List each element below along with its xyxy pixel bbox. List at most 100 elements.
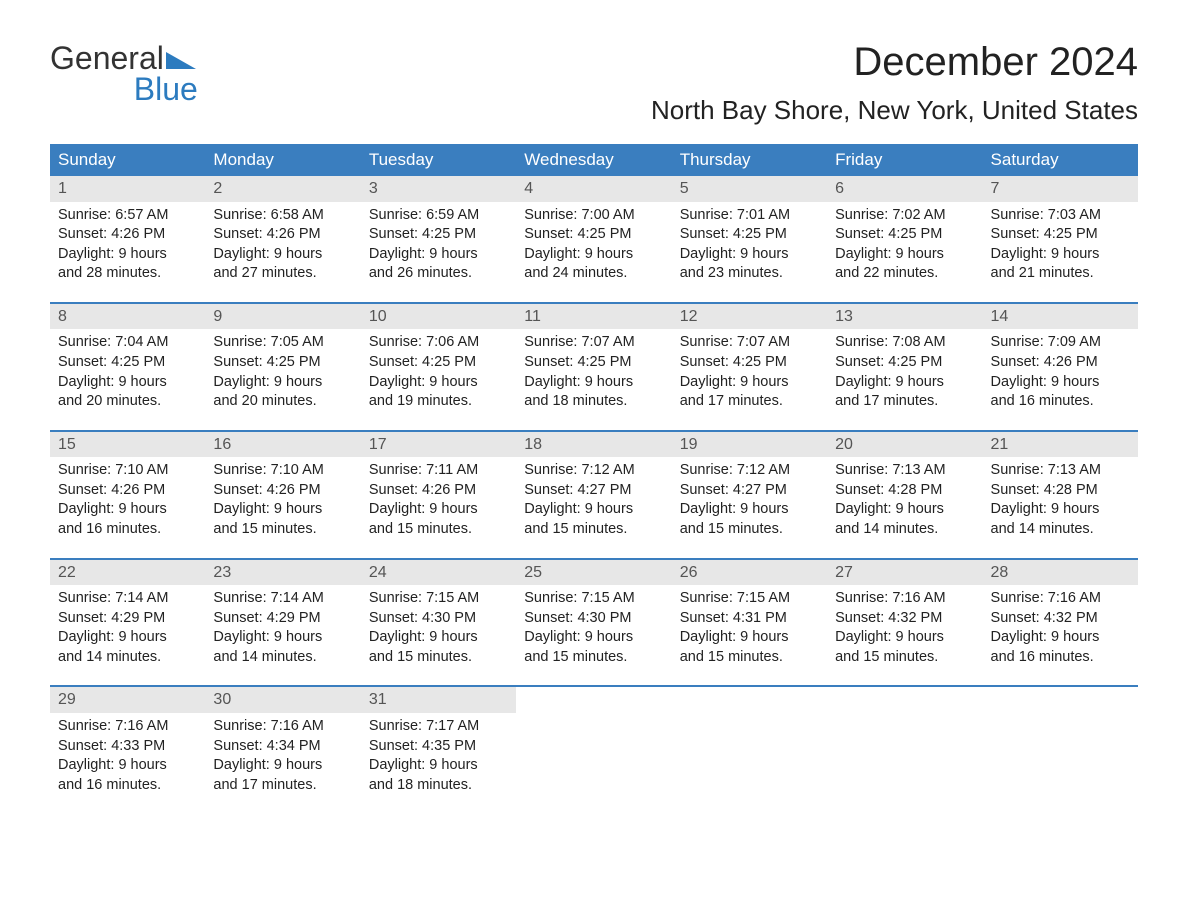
sunset-text: Sunset: 4:25 PM — [835, 353, 974, 373]
day-number: 28 — [983, 560, 1138, 586]
daylight-text-2: and 18 minutes. — [369, 776, 508, 796]
calendar-day — [516, 687, 671, 805]
sunset-text: Sunset: 4:34 PM — [213, 737, 352, 757]
day-details: Sunrise: 7:01 AMSunset: 4:25 PMDaylight:… — [680, 206, 819, 284]
sunset-text: Sunset: 4:30 PM — [524, 609, 663, 629]
daylight-text-2: and 16 minutes. — [58, 776, 197, 796]
sunrise-text: Sunrise: 7:02 AM — [835, 206, 974, 226]
daylight-text-2: and 16 minutes. — [991, 392, 1130, 412]
day-details: Sunrise: 7:14 AMSunset: 4:29 PMDaylight:… — [213, 589, 352, 667]
sunrise-text: Sunrise: 7:11 AM — [369, 461, 508, 481]
daylight-text-2: and 21 minutes. — [991, 264, 1130, 284]
day-number: 21 — [983, 432, 1138, 458]
sunrise-text: Sunrise: 6:58 AM — [213, 206, 352, 226]
daylight-text-1: Daylight: 9 hours — [213, 373, 352, 393]
sunrise-text: Sunrise: 7:09 AM — [991, 333, 1130, 353]
calendar-day: 14Sunrise: 7:09 AMSunset: 4:26 PMDayligh… — [983, 304, 1138, 422]
calendar-day: 3Sunrise: 6:59 AMSunset: 4:25 PMDaylight… — [361, 176, 516, 294]
day-details: Sunrise: 7:16 AMSunset: 4:32 PMDaylight:… — [991, 589, 1130, 667]
daylight-text-2: and 15 minutes. — [524, 520, 663, 540]
day-details: Sunrise: 7:05 AMSunset: 4:25 PMDaylight:… — [213, 333, 352, 411]
day-number: 19 — [672, 432, 827, 458]
sunrise-text: Sunrise: 7:05 AM — [213, 333, 352, 353]
daylight-text-2: and 15 minutes. — [369, 648, 508, 668]
day-details: Sunrise: 7:02 AMSunset: 4:25 PMDaylight:… — [835, 206, 974, 284]
day-number: 8 — [50, 304, 205, 330]
daylight-text-1: Daylight: 9 hours — [524, 500, 663, 520]
sunset-text: Sunset: 4:25 PM — [369, 353, 508, 373]
calendar-week: 29Sunrise: 7:16 AMSunset: 4:33 PMDayligh… — [50, 685, 1138, 805]
calendar-day: 21Sunrise: 7:13 AMSunset: 4:28 PMDayligh… — [983, 432, 1138, 550]
day-details: Sunrise: 7:16 AMSunset: 4:32 PMDaylight:… — [835, 589, 974, 667]
day-number: 6 — [827, 176, 982, 202]
sunset-text: Sunset: 4:30 PM — [369, 609, 508, 629]
sunset-text: Sunset: 4:32 PM — [991, 609, 1130, 629]
daylight-text-2: and 28 minutes. — [58, 264, 197, 284]
sunset-text: Sunset: 4:25 PM — [680, 225, 819, 245]
calendar-day: 18Sunrise: 7:12 AMSunset: 4:27 PMDayligh… — [516, 432, 671, 550]
sunset-text: Sunset: 4:25 PM — [524, 225, 663, 245]
daylight-text-1: Daylight: 9 hours — [369, 245, 508, 265]
daylight-text-1: Daylight: 9 hours — [369, 500, 508, 520]
day-number: 22 — [50, 560, 205, 586]
logo-text-2: Blue — [134, 71, 198, 107]
sunset-text: Sunset: 4:26 PM — [58, 481, 197, 501]
daylight-text-2: and 20 minutes. — [58, 392, 197, 412]
day-details: Sunrise: 7:11 AMSunset: 4:26 PMDaylight:… — [369, 461, 508, 539]
sunset-text: Sunset: 4:25 PM — [369, 225, 508, 245]
day-details: Sunrise: 7:12 AMSunset: 4:27 PMDaylight:… — [680, 461, 819, 539]
weekday-header: Saturday — [983, 144, 1138, 176]
day-details: Sunrise: 7:14 AMSunset: 4:29 PMDaylight:… — [58, 589, 197, 667]
day-number: 11 — [516, 304, 671, 330]
day-number: 1 — [50, 176, 205, 202]
day-number: 30 — [205, 687, 360, 713]
daylight-text-2: and 16 minutes. — [58, 520, 197, 540]
day-number: 7 — [983, 176, 1138, 202]
daylight-text-1: Daylight: 9 hours — [58, 756, 197, 776]
calendar-day: 24Sunrise: 7:15 AMSunset: 4:30 PMDayligh… — [361, 560, 516, 678]
calendar-day: 4Sunrise: 7:00 AMSunset: 4:25 PMDaylight… — [516, 176, 671, 294]
sunrise-text: Sunrise: 7:03 AM — [991, 206, 1130, 226]
calendar-day: 2Sunrise: 6:58 AMSunset: 4:26 PMDaylight… — [205, 176, 360, 294]
day-details: Sunrise: 7:10 AMSunset: 4:26 PMDaylight:… — [213, 461, 352, 539]
sunrise-text: Sunrise: 7:17 AM — [369, 717, 508, 737]
weekday-header: Thursday — [672, 144, 827, 176]
daylight-text-2: and 15 minutes. — [680, 648, 819, 668]
day-details: Sunrise: 7:15 AMSunset: 4:31 PMDaylight:… — [680, 589, 819, 667]
day-number: 24 — [361, 560, 516, 586]
sunrise-text: Sunrise: 7:08 AM — [835, 333, 974, 353]
weekday-header: Friday — [827, 144, 982, 176]
month-title: December 2024 — [651, 40, 1138, 85]
day-number: 15 — [50, 432, 205, 458]
sunset-text: Sunset: 4:26 PM — [991, 353, 1130, 373]
sunset-text: Sunset: 4:25 PM — [991, 225, 1130, 245]
daylight-text-2: and 15 minutes. — [524, 648, 663, 668]
daylight-text-1: Daylight: 9 hours — [58, 500, 197, 520]
sunrise-text: Sunrise: 7:01 AM — [680, 206, 819, 226]
daylight-text-2: and 15 minutes. — [680, 520, 819, 540]
calendar-day: 17Sunrise: 7:11 AMSunset: 4:26 PMDayligh… — [361, 432, 516, 550]
day-number: 26 — [672, 560, 827, 586]
daylight-text-1: Daylight: 9 hours — [369, 373, 508, 393]
sunset-text: Sunset: 4:27 PM — [680, 481, 819, 501]
daylight-text-2: and 17 minutes. — [835, 392, 974, 412]
sunrise-text: Sunrise: 7:07 AM — [524, 333, 663, 353]
day-details: Sunrise: 6:58 AMSunset: 4:26 PMDaylight:… — [213, 206, 352, 284]
sunrise-text: Sunrise: 7:06 AM — [369, 333, 508, 353]
sunrise-text: Sunrise: 6:59 AM — [369, 206, 508, 226]
weekday-header: Tuesday — [361, 144, 516, 176]
day-number: 4 — [516, 176, 671, 202]
sunrise-text: Sunrise: 7:16 AM — [835, 589, 974, 609]
sunrise-text: Sunrise: 7:13 AM — [835, 461, 974, 481]
daylight-text-2: and 14 minutes. — [213, 648, 352, 668]
day-details: Sunrise: 6:57 AMSunset: 4:26 PMDaylight:… — [58, 206, 197, 284]
daylight-text-1: Daylight: 9 hours — [58, 245, 197, 265]
sunrise-text: Sunrise: 7:10 AM — [213, 461, 352, 481]
day-number: 9 — [205, 304, 360, 330]
day-number: 20 — [827, 432, 982, 458]
sunset-text: Sunset: 4:31 PM — [680, 609, 819, 629]
day-number: 31 — [361, 687, 516, 713]
daylight-text-2: and 14 minutes. — [58, 648, 197, 668]
day-details: Sunrise: 7:09 AMSunset: 4:26 PMDaylight:… — [991, 333, 1130, 411]
daylight-text-1: Daylight: 9 hours — [213, 500, 352, 520]
